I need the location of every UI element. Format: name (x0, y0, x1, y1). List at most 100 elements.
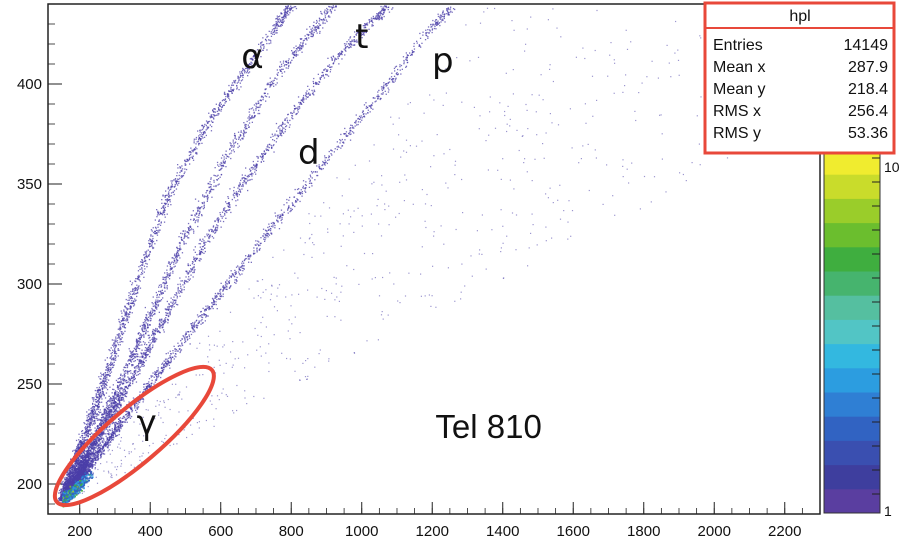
scatter-point (164, 360, 166, 362)
scatter-point (220, 226, 222, 228)
scatter-point (279, 132, 281, 134)
scatter-point (186, 281, 188, 283)
scatter-point (134, 404, 136, 406)
scatter-point (248, 255, 250, 257)
scatter-point (349, 42, 352, 45)
scatter-point (158, 322, 161, 324)
scatter-point (89, 464, 91, 466)
scatter-point (111, 406, 113, 408)
scatter-point (355, 33, 357, 36)
scatter-point (355, 121, 357, 123)
scatter-point (212, 304, 214, 306)
scatter-point (222, 209, 225, 211)
scatter-point (315, 82, 317, 84)
scatter-point (265, 230, 267, 232)
scatter-point (208, 308, 210, 311)
scatter-point (95, 440, 98, 442)
scatter-point (350, 46, 352, 48)
scatter-point (191, 327, 193, 329)
scatter-point (94, 456, 96, 458)
scatter-point (162, 329, 165, 331)
scatter-point (285, 125, 288, 127)
scatter-point (134, 370, 136, 372)
scatter-point (379, 13, 381, 15)
scatter-point (314, 90, 316, 93)
scatter-point (267, 236, 269, 238)
scatter-point (142, 352, 145, 354)
scatter-point (372, 15, 374, 18)
scatter-point (224, 211, 226, 213)
scatter-point (203, 242, 206, 244)
scatter-point (182, 335, 184, 337)
scatter-point (99, 438, 101, 440)
scatter-point (169, 356, 171, 358)
scatter-point (92, 445, 94, 447)
scatter-point (306, 90, 308, 92)
scatter-point (295, 201, 298, 203)
scatter-point (270, 222, 273, 224)
scatter-point (268, 223, 270, 225)
scatter-point (154, 332, 156, 334)
scatter-point (132, 382, 134, 385)
scatter-point (288, 207, 290, 209)
scatter-point (115, 406, 117, 408)
scatter-point (165, 312, 167, 314)
scatter-point (107, 433, 109, 435)
scatter-point (90, 435, 92, 438)
scatter-point (145, 385, 147, 388)
scatter-point (95, 429, 97, 432)
scatter-point (324, 164, 326, 166)
scatter-point (163, 364, 165, 367)
scatter-point (86, 465, 88, 467)
scatter-point (277, 134, 279, 136)
scatter-point (380, 12, 382, 14)
scatter-point (178, 292, 180, 294)
scatter-point (92, 441, 94, 443)
scatter-point (291, 114, 293, 117)
scatter-point (368, 28, 370, 30)
scatter-point (382, 92, 384, 94)
scatter-point (439, 24, 441, 27)
scatter-point (446, 9, 448, 11)
scatter-point (173, 306, 175, 308)
scatter-point (134, 366, 137, 368)
scatter-point (321, 75, 323, 77)
scatter-point (312, 85, 315, 88)
scatter-point (192, 267, 194, 269)
scatter-point (437, 20, 439, 22)
scatter-point (74, 470, 77, 472)
scatter-point (279, 214, 281, 216)
scatter-point (281, 217, 283, 219)
scatter-point (228, 206, 230, 208)
scatter-point (253, 247, 255, 249)
scatter-point (387, 82, 389, 85)
scatter-point (202, 307, 204, 309)
scatter-point (76, 473, 78, 476)
scatter-point (382, 8, 384, 11)
scatter-point (381, 17, 383, 19)
scatter-point (119, 422, 121, 424)
scatter-point (238, 194, 240, 196)
scatter-point (201, 314, 203, 316)
scatter-point (278, 126, 280, 128)
scatter-point (250, 261, 252, 263)
scatter-point (233, 190, 235, 192)
scatter-point (208, 236, 210, 239)
scatter-point (219, 220, 222, 222)
scatter-point (300, 99, 302, 101)
scatter-point (281, 130, 283, 132)
scatter-point (107, 415, 109, 417)
scatter-point (113, 408, 115, 410)
scatter-point (273, 151, 275, 153)
scatter-point (148, 381, 150, 383)
scatter-point (174, 353, 177, 355)
scatter-point (345, 46, 347, 48)
scatter-point (387, 81, 389, 84)
scatter-point (369, 20, 371, 23)
scatter-point (115, 427, 117, 429)
scatter-point (88, 452, 90, 454)
scatter-point (60, 500, 62, 502)
scatter-point (123, 388, 126, 390)
scatter-point (403, 61, 405, 63)
